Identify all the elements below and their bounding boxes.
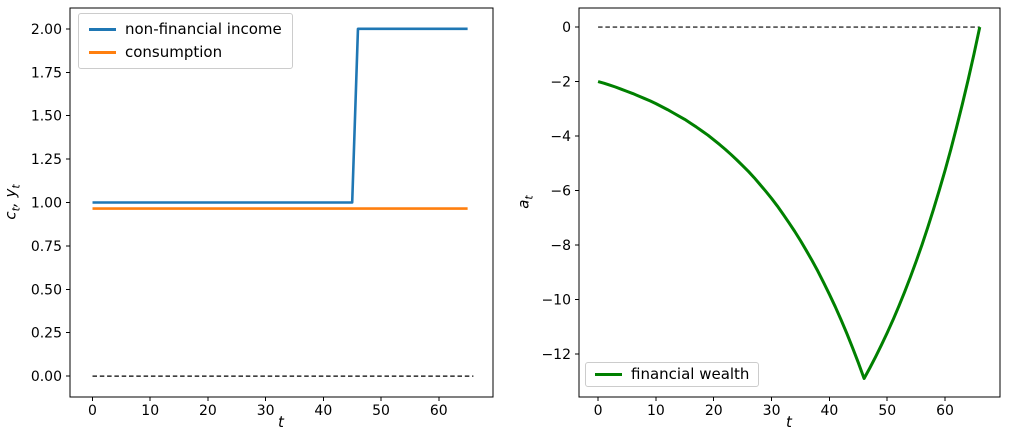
- legend-label-consumption: consumption: [125, 43, 223, 61]
- x-tick-label: 40: [314, 403, 332, 419]
- y-tick-label: 0.25: [31, 326, 62, 342]
- legend-item-financial-wealth: financial wealth: [595, 367, 749, 382]
- y-tick-label: 1.75: [31, 65, 62, 81]
- y-tick-label: 0: [562, 20, 571, 36]
- y-tick-label: −4: [550, 129, 571, 145]
- y-tick-label: 0.75: [31, 239, 62, 255]
- legend-item-consumption: consumption: [89, 45, 282, 60]
- right-chart-canvas: 0 10 20 30 40 50 60 0 −2 −4 −6 −8 −10 −12: [541, 7, 1001, 419]
- x-tick-label: 30: [257, 403, 275, 419]
- x-tick-label: 30: [763, 403, 781, 419]
- y-tick-label: −6: [550, 184, 571, 200]
- y-tick-label: −10: [541, 292, 571, 308]
- plot-border: [69, 7, 494, 398]
- y-tick-label: −12: [541, 347, 571, 363]
- x-tick-label: 50: [372, 403, 390, 419]
- series-non-financial-income: [92, 27, 468, 204]
- x-tick-label: 20: [199, 403, 217, 419]
- x-tick-label: 20: [705, 403, 723, 419]
- x-tick-label: 10: [647, 403, 665, 419]
- left-x-axis-label: t: [278, 413, 284, 431]
- x-tick-label: 0: [594, 403, 603, 419]
- income-line-swatch: [89, 28, 116, 31]
- wealth-line-swatch: [595, 373, 622, 376]
- right-x-axis-label: t: [786, 413, 792, 431]
- y-tick-label: −8: [550, 238, 571, 254]
- left-chart-panel: 0 10 20 30 40 50 60 0.00 0.25 0.50 0.75 1.00 1.25 1.5…: [0, 0, 505, 448]
- left-y-axis-label: ct, yt: [1, 184, 23, 220]
- y-tick-label: 1.50: [31, 109, 62, 125]
- series-financial-wealth: [597, 26, 982, 380]
- x-tick-label: 60: [430, 403, 448, 419]
- legend-item-non-financial-income: non-financial income: [89, 22, 282, 37]
- consumption-line-swatch: [89, 51, 116, 54]
- legend-label-income: non-financial income: [125, 20, 282, 38]
- x-tick-label: 60: [936, 403, 954, 419]
- y-tick-label: 2.00: [31, 22, 62, 38]
- x-tick-label: 50: [878, 403, 896, 419]
- legend-label-wealth: financial wealth: [631, 365, 750, 383]
- left-legend: non-financial income consumption: [78, 13, 293, 69]
- right-legend: financial wealth: [585, 362, 760, 387]
- right-chart-panel: 0 10 20 30 40 50 60 0 −2 −4 −6 −8 −10 −12 at t financ…: [505, 0, 1011, 448]
- x-tick-label: 0: [88, 403, 97, 419]
- x-tick-label: 40: [820, 403, 838, 419]
- y-tick-label: 0.50: [31, 282, 62, 298]
- x-tick-label: 10: [141, 403, 159, 419]
- y-tick-label: 0.00: [31, 369, 62, 385]
- left-chart-canvas: 0 10 20 30 40 50 60 0.00 0.25 0.50 0.75 1.00 1.25 1.5…: [31, 7, 494, 419]
- y-tick-label: −2: [550, 75, 571, 91]
- y-tick-label: 1.00: [31, 196, 62, 212]
- y-tick-label: 1.25: [31, 152, 62, 168]
- plot-border: [578, 7, 1001, 398]
- right-y-axis-label: at: [514, 195, 536, 209]
